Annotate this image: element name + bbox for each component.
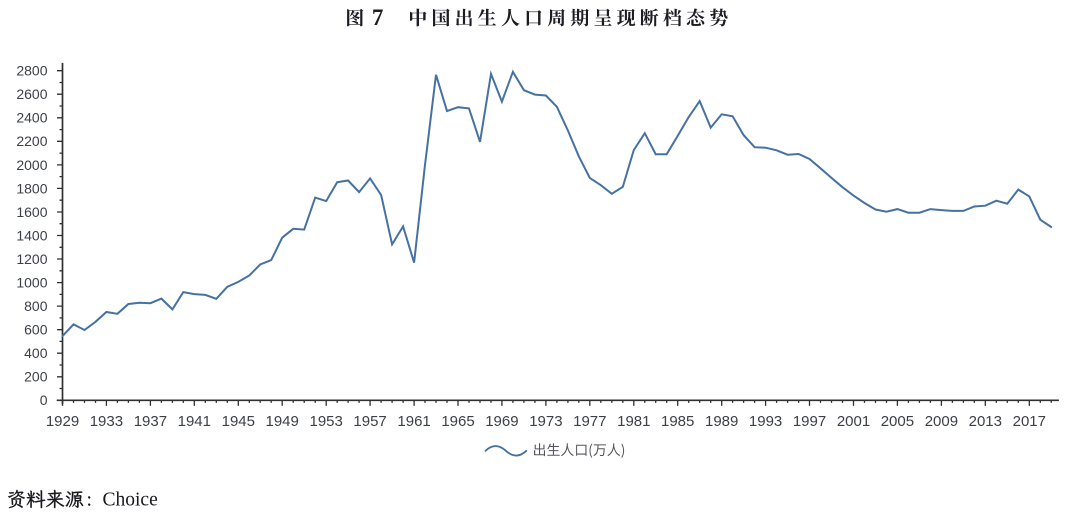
svg-text:1933: 1933 [90,413,123,430]
svg-text:800: 800 [24,298,48,314]
svg-text:1977: 1977 [573,413,606,430]
svg-text:1937: 1937 [134,413,167,430]
svg-text:1997: 1997 [793,413,826,430]
svg-text:1945: 1945 [222,413,255,430]
svg-text:2800: 2800 [16,63,47,79]
svg-text:1989: 1989 [705,413,738,430]
svg-text:1961: 1961 [397,413,430,430]
svg-text:Choice: Choice [103,490,158,511]
svg-text:2000: 2000 [16,157,47,173]
svg-text:1957: 1957 [353,413,386,430]
svg-text:2001: 2001 [837,413,870,430]
svg-text:2400: 2400 [16,110,47,126]
svg-text:1929: 1929 [46,413,79,430]
svg-text:1985: 1985 [661,413,694,430]
svg-text:1993: 1993 [749,413,782,430]
svg-text:1400: 1400 [16,227,47,243]
svg-text:1965: 1965 [441,413,474,430]
svg-text:2005: 2005 [881,413,914,430]
svg-text:200: 200 [24,369,48,385]
svg-text:1973: 1973 [529,413,562,430]
svg-text:2200: 2200 [16,133,47,149]
svg-text:2017: 2017 [1013,413,1046,430]
svg-text:1969: 1969 [485,413,518,430]
svg-text:0: 0 [40,392,48,408]
svg-text:600: 600 [24,322,48,338]
svg-text:1800: 1800 [16,180,47,196]
svg-text:1941: 1941 [178,413,211,430]
svg-text:2009: 2009 [925,413,958,430]
svg-text:1600: 1600 [16,204,47,220]
svg-text:1953: 1953 [310,413,343,430]
svg-text:1949: 1949 [266,413,299,430]
svg-text:1000: 1000 [16,275,47,291]
svg-text:1981: 1981 [617,413,650,430]
svg-text:400: 400 [24,345,48,361]
svg-text:2600: 2600 [16,86,47,102]
svg-text:7: 7 [372,5,384,30]
svg-text:1200: 1200 [16,251,47,267]
svg-text:2013: 2013 [969,413,1002,430]
